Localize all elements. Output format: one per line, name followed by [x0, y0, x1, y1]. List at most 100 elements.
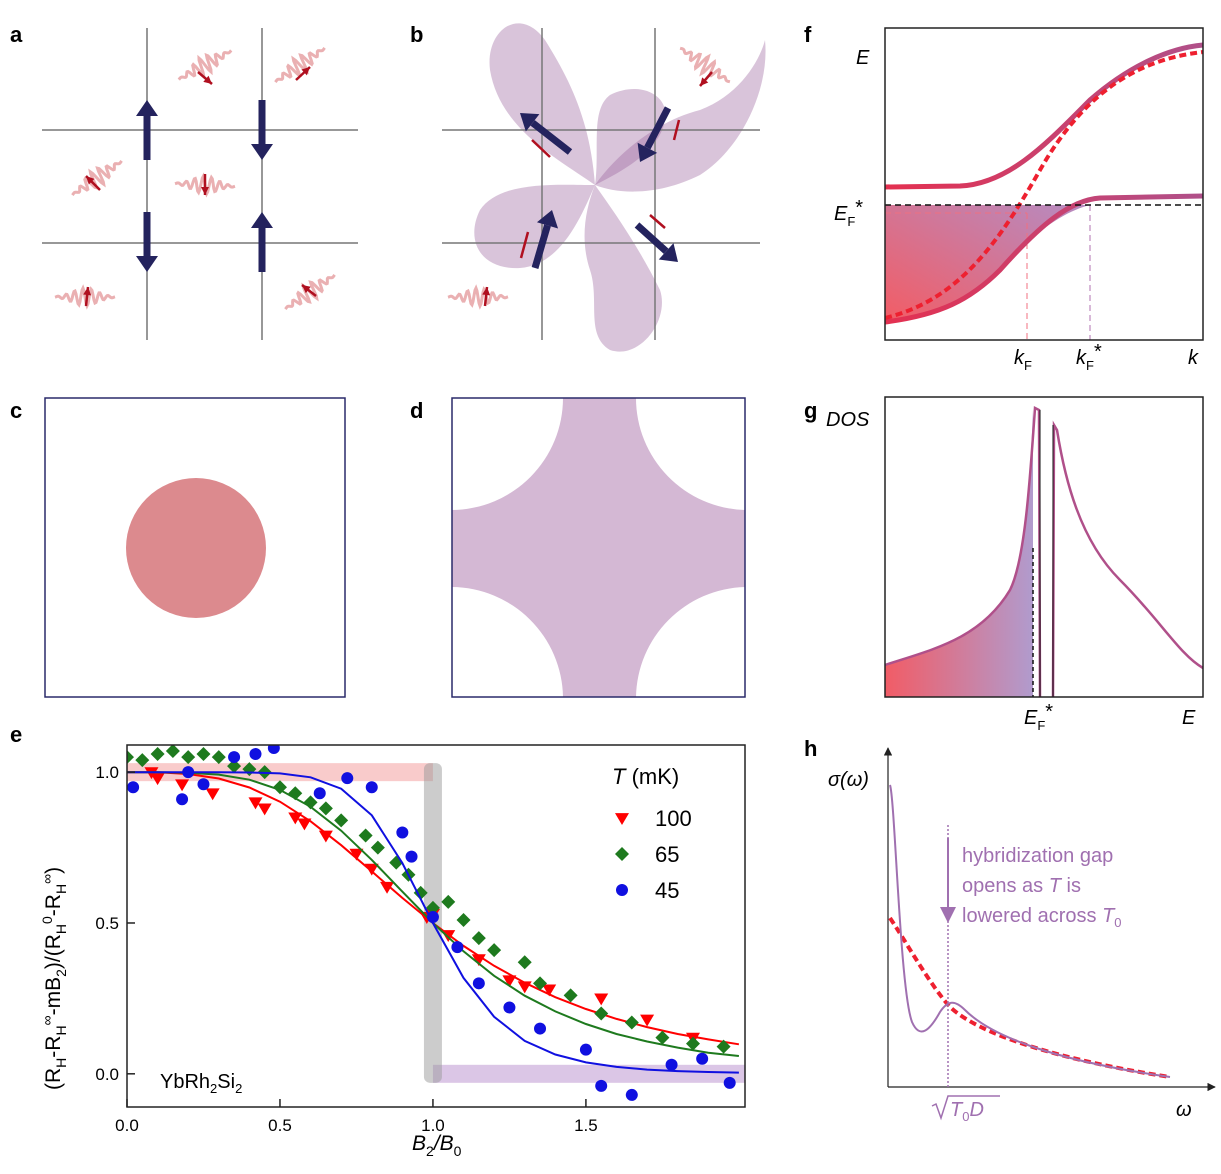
annotation: hybridization gap opens as T is lowered … — [932, 845, 1122, 1124]
data-point — [457, 913, 471, 927]
label-part: F — [1024, 358, 1032, 373]
panel-letter: a — [10, 22, 23, 47]
guides — [127, 763, 745, 1083]
panel-d — [452, 398, 745, 697]
data-point — [334, 813, 348, 827]
label-part: H — [53, 1058, 69, 1068]
filled-states — [885, 205, 1090, 322]
label-part: Si — [217, 1071, 235, 1093]
drude-curve — [890, 918, 1170, 1077]
electron-wave — [680, 48, 730, 82]
axis-label: E — [856, 47, 870, 69]
panel-g: DOS EF* E — [826, 397, 1203, 733]
data-point — [196, 747, 210, 761]
fermi-surface — [452, 398, 745, 697]
label-part: * — [1045, 701, 1053, 723]
data-point — [319, 801, 333, 815]
data-point — [341, 772, 353, 784]
spin-arrow-head — [251, 144, 273, 160]
data-point — [594, 994, 608, 1006]
electron-spin — [650, 215, 665, 228]
label-part: H — [53, 1025, 69, 1035]
label-part: lowered across — [962, 905, 1102, 927]
data-point — [268, 742, 280, 754]
tick-label: kF — [1014, 347, 1032, 373]
electron-wave — [448, 288, 508, 306]
label-part: 0 — [1114, 915, 1121, 930]
label-part: -mB — [42, 977, 65, 1016]
data-point — [406, 851, 418, 863]
data-point — [197, 778, 209, 790]
data-point — [451, 941, 463, 953]
data-point — [441, 895, 455, 909]
tick-label: T0D — [950, 1099, 984, 1124]
data-point — [640, 1015, 654, 1027]
data-point — [396, 826, 408, 838]
axis-label: EF* — [834, 197, 863, 229]
data-point — [151, 747, 165, 761]
data-point — [594, 1006, 608, 1020]
label-part: B — [412, 1132, 426, 1155]
label-part: )/(R — [42, 934, 65, 969]
data-point — [595, 1080, 607, 1092]
x-axis-label: B2/B0 — [412, 1132, 462, 1159]
panel-e: YbRh2Si2 B2/B0 (RH-RH∞-mB2)/(RH0-RH∞) T … — [39, 742, 745, 1159]
legend-label: 45 — [655, 878, 679, 903]
data-point — [175, 779, 189, 791]
x-tick-label: 1.5 — [574, 1116, 598, 1135]
x-tick-label: 1.0 — [421, 1116, 445, 1135]
data-point — [371, 841, 385, 855]
spin-arrow-head — [251, 212, 273, 228]
data-point — [258, 803, 272, 815]
label-part: -R — [42, 1036, 65, 1058]
panel-c — [45, 398, 345, 697]
fermi-surface — [126, 478, 266, 618]
label-part: (R — [42, 1068, 65, 1090]
y-tick-label: 0.5 — [95, 914, 119, 933]
label-part: F — [1086, 358, 1094, 373]
data-point — [212, 750, 226, 764]
filled-states — [885, 410, 1033, 697]
panel-f: E EF* kF kF* k — [834, 28, 1203, 373]
data-point — [724, 1077, 736, 1089]
label-part: 2 — [53, 969, 69, 977]
data-point — [314, 787, 326, 799]
panel-letter: c — [10, 398, 22, 423]
x-tick-label: 0.5 — [268, 1116, 292, 1135]
data-point — [473, 977, 485, 989]
tick-label: EF* — [1024, 701, 1053, 733]
data-point — [625, 1016, 639, 1030]
electron-wave — [55, 288, 115, 306]
label-part: 2 — [235, 1081, 242, 1096]
label-part: E — [834, 203, 848, 225]
label-part: opens as — [962, 875, 1049, 897]
data-point — [472, 931, 486, 945]
y-axis-label: (RH-RH∞-mB2)/(RH0-RH∞) — [39, 867, 69, 1090]
figure: a b c d e f g h E EF* kF kF* k DOS EF* E… — [0, 0, 1221, 1174]
axis-label: k — [1188, 347, 1199, 369]
data-point — [487, 943, 501, 957]
spin-arrow — [637, 225, 666, 251]
y-tick-label: 1.0 — [95, 763, 119, 782]
data-point — [176, 793, 188, 805]
data-point — [580, 1044, 592, 1056]
annotation-line: lowered across T0 — [962, 905, 1122, 930]
spin-arrow-head — [136, 256, 158, 272]
label-part: F — [847, 214, 855, 229]
data-point — [249, 748, 261, 760]
label-part: 0 — [39, 916, 55, 924]
cloud — [585, 185, 662, 352]
data-point — [359, 829, 373, 843]
panel-letter: f — [804, 22, 812, 47]
data-point — [655, 1031, 669, 1045]
data-point — [696, 1053, 708, 1065]
data-point — [228, 751, 240, 763]
axis-label: ω — [1176, 1099, 1192, 1121]
panel-letter: e — [10, 722, 22, 747]
kondo-clouds — [474, 23, 765, 351]
label-part: * — [855, 197, 863, 219]
data-point — [166, 744, 180, 758]
label-part: -R — [42, 894, 65, 916]
spin-arrow-head — [136, 100, 158, 116]
data-point — [615, 847, 629, 861]
